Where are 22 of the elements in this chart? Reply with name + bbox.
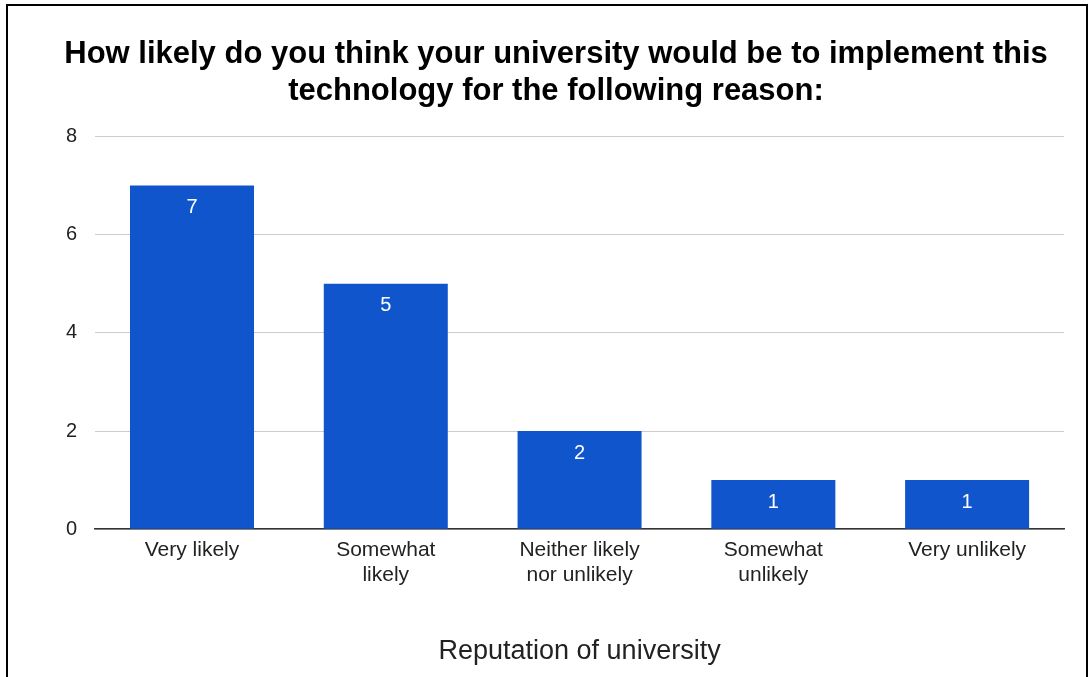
y-tick-label: 2: [66, 418, 78, 441]
chart-title: How likely do you think your university would be to implement this technology for the following reason:: [64, 35, 1048, 108]
x-tick-label: Somewhat unlikely: [723, 536, 824, 585]
data-label: 5: [380, 293, 392, 316]
y-tick-label: 4: [66, 320, 78, 343]
x-tick-label: Neither likely nor unlikely: [519, 536, 641, 585]
bar: [130, 185, 255, 529]
bar: [323, 283, 448, 529]
x-axis-title: Reputation of university: [438, 635, 722, 666]
data-label: 1: [767, 489, 779, 512]
data-label: 1: [961, 489, 973, 512]
x-tick-label: Very likely: [144, 536, 240, 560]
y-tick-label: 0: [66, 516, 78, 539]
data-label: 2: [574, 440, 586, 463]
bar: [905, 480, 1030, 529]
bar: [711, 480, 836, 529]
x-tick-label: Somewhat likely: [336, 536, 436, 585]
y-tick-label: 6: [66, 222, 78, 245]
data-label: 7: [186, 195, 198, 218]
bar: [517, 431, 642, 529]
x-tick-label: Very unlikely: [908, 536, 1027, 560]
y-tick-label: 8: [66, 123, 78, 146]
